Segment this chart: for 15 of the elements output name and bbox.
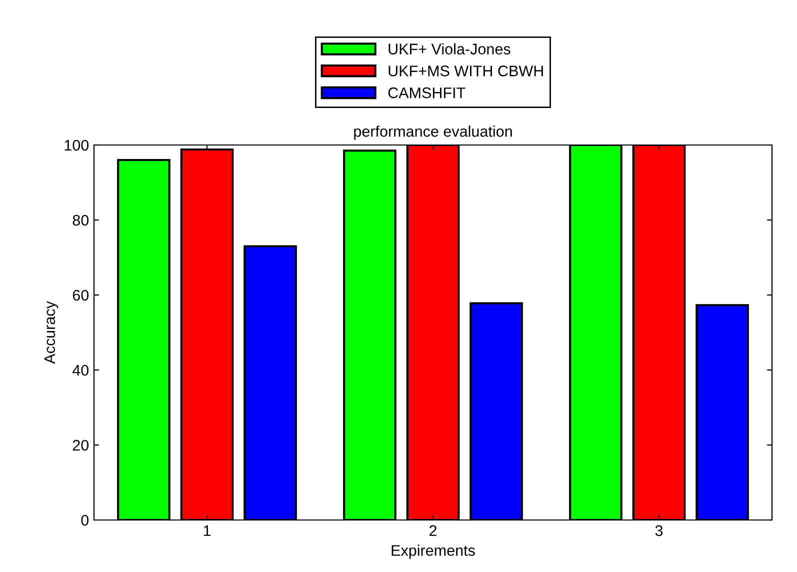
chart-title: performance evaluation — [354, 126, 512, 140]
legend-label: UKF+MS WITH CBWH — [388, 66, 543, 76]
y-tick-label: 40 — [72, 364, 89, 376]
x-tick-label: 1 — [204, 525, 211, 536]
y-axis-title: Accuracy — [44, 301, 58, 364]
x-tick-label: 3 — [655, 525, 663, 536]
x-axis-title: Expirements — [392, 544, 475, 559]
legend-label: CAMSHFIT — [388, 87, 466, 98]
y-tick-label: 100 — [64, 140, 89, 151]
y-tick-label: 80 — [72, 214, 89, 226]
y-tick-label: 60 — [72, 290, 89, 301]
y-tick-label: 20 — [72, 440, 89, 451]
x-tick-label: 2 — [430, 525, 436, 536]
legend-label: UKF+ Viola-Jones — [388, 43, 510, 54]
y-tick-label: 0 — [81, 514, 89, 526]
